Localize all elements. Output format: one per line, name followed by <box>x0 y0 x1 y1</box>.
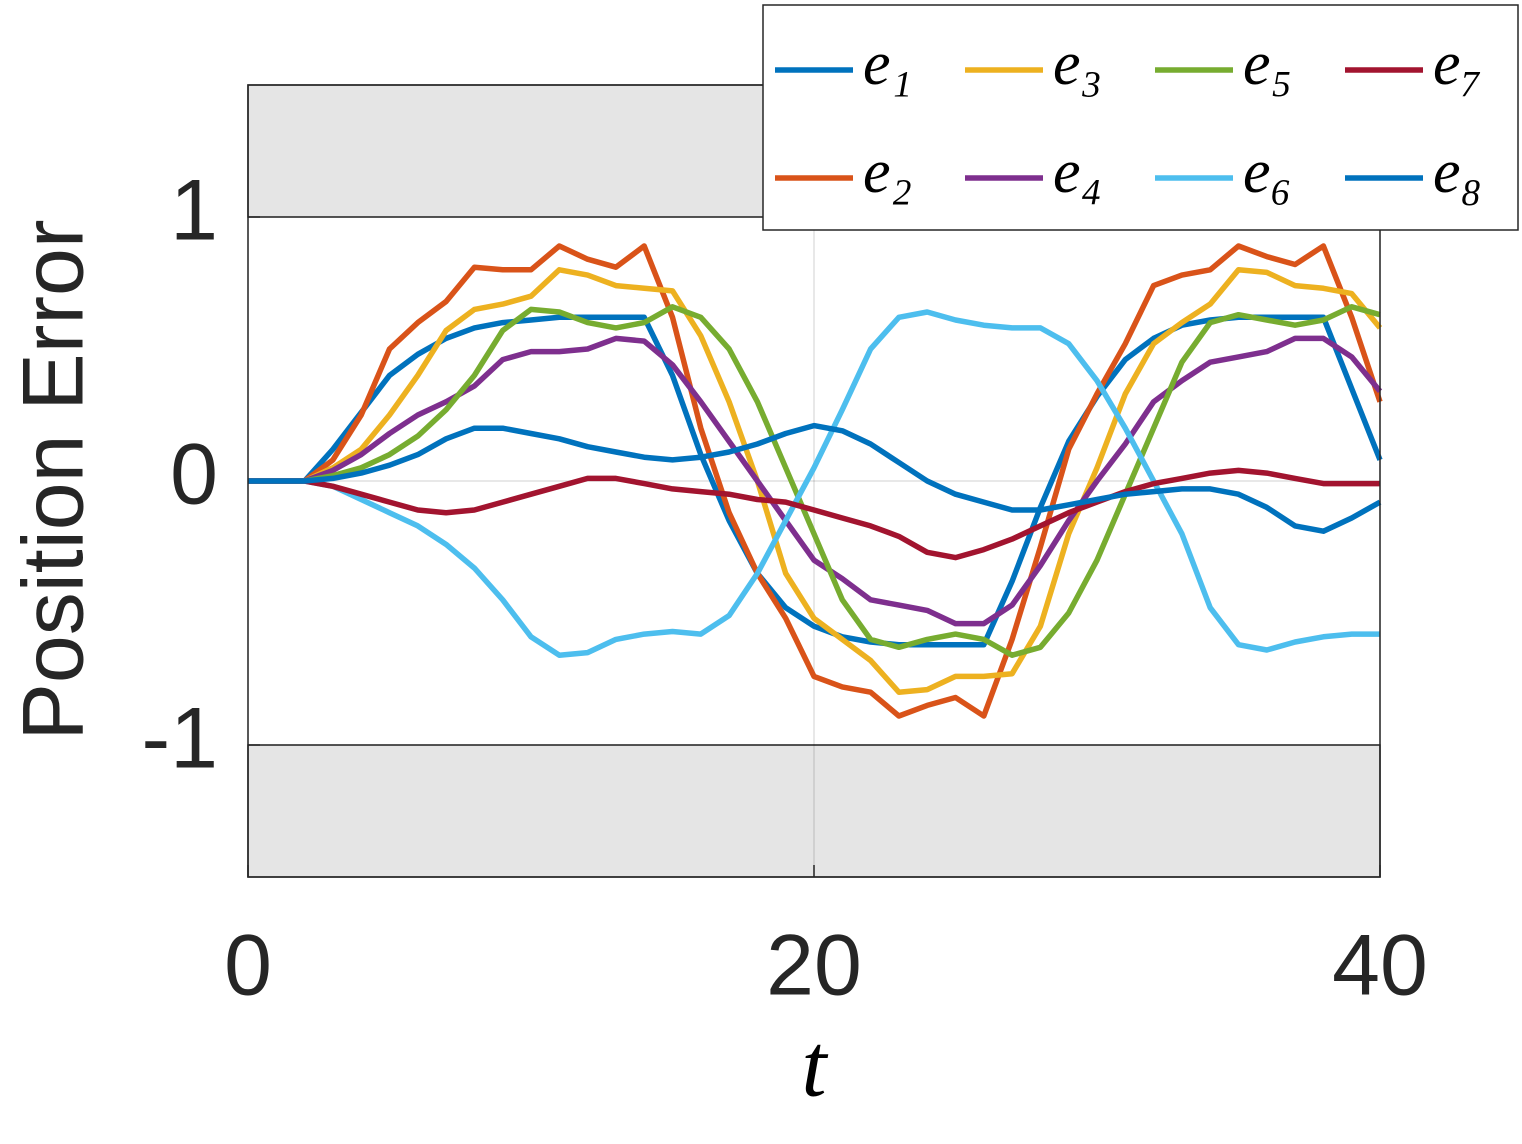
legend-label: e₄ <box>1053 138 1102 206</box>
legend-label: e₂ <box>863 138 912 206</box>
y-axis-label: Position Error <box>6 220 102 741</box>
series-line <box>248 309 1380 658</box>
series-line <box>248 267 1383 695</box>
legend-box <box>762 4 1519 231</box>
legend-label: e₇ <box>1433 30 1482 98</box>
legend-label: e₆ <box>1243 138 1292 206</box>
series-line <box>248 467 1380 561</box>
series-line <box>248 422 1382 534</box>
legend-label: e₈ <box>1433 138 1482 206</box>
x-tick-label: 0 <box>224 918 272 1014</box>
x-tick-label: 20 <box>766 918 862 1014</box>
shaded-region <box>247 744 1381 878</box>
x-tick-label: 40 <box>1332 918 1428 1014</box>
series-line <box>248 335 1383 627</box>
y-tick-label: -1 <box>142 691 218 787</box>
y-tick-label: 1 <box>170 163 218 259</box>
legend-label: e₃ <box>1053 30 1102 98</box>
legend-label: e₅ <box>1243 30 1292 98</box>
x-axis-label: t <box>801 1017 828 1116</box>
series-line <box>248 304 1381 658</box>
y-tick-label: 0 <box>170 427 218 523</box>
series-line <box>248 243 1383 719</box>
legend-label: e₁ <box>863 30 912 98</box>
